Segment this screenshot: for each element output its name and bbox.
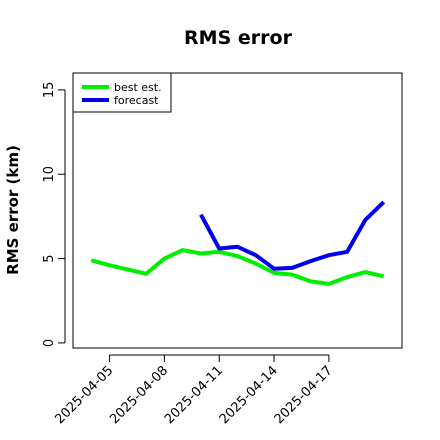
y-axis-label: RMS error (km) — [4, 145, 22, 275]
chart-title: RMS error — [184, 27, 293, 49]
series-layer — [90, 200, 386, 286]
y-tick-label: 15 — [42, 82, 57, 99]
series-line-best-est — [90, 248, 385, 286]
x-tick-label: 2025-04-17 — [272, 363, 336, 427]
x-axis: 2025-04-052025-04-082025-04-112025-04-14… — [52, 354, 336, 427]
x-tick-label: 2025-04-05 — [52, 363, 116, 427]
y-tick-label: 5 — [42, 254, 57, 262]
legend-box — [72, 72, 172, 113]
legend-label: forecast — [114, 94, 159, 107]
series-line-forecast — [199, 200, 386, 271]
x-tick-label: 2025-04-08 — [107, 363, 171, 427]
y-tick-label: 0 — [42, 339, 57, 347]
x-tick-label: 2025-04-14 — [217, 363, 281, 427]
y-axis: 0 5 10 15 — [42, 82, 66, 347]
legend: best est.forecast — [72, 72, 172, 113]
y-tick-label: 10 — [42, 166, 57, 183]
x-tick-label: 2025-04-11 — [162, 363, 226, 427]
plot-frame — [72, 72, 403, 349]
legend-label: best est. — [114, 81, 162, 94]
